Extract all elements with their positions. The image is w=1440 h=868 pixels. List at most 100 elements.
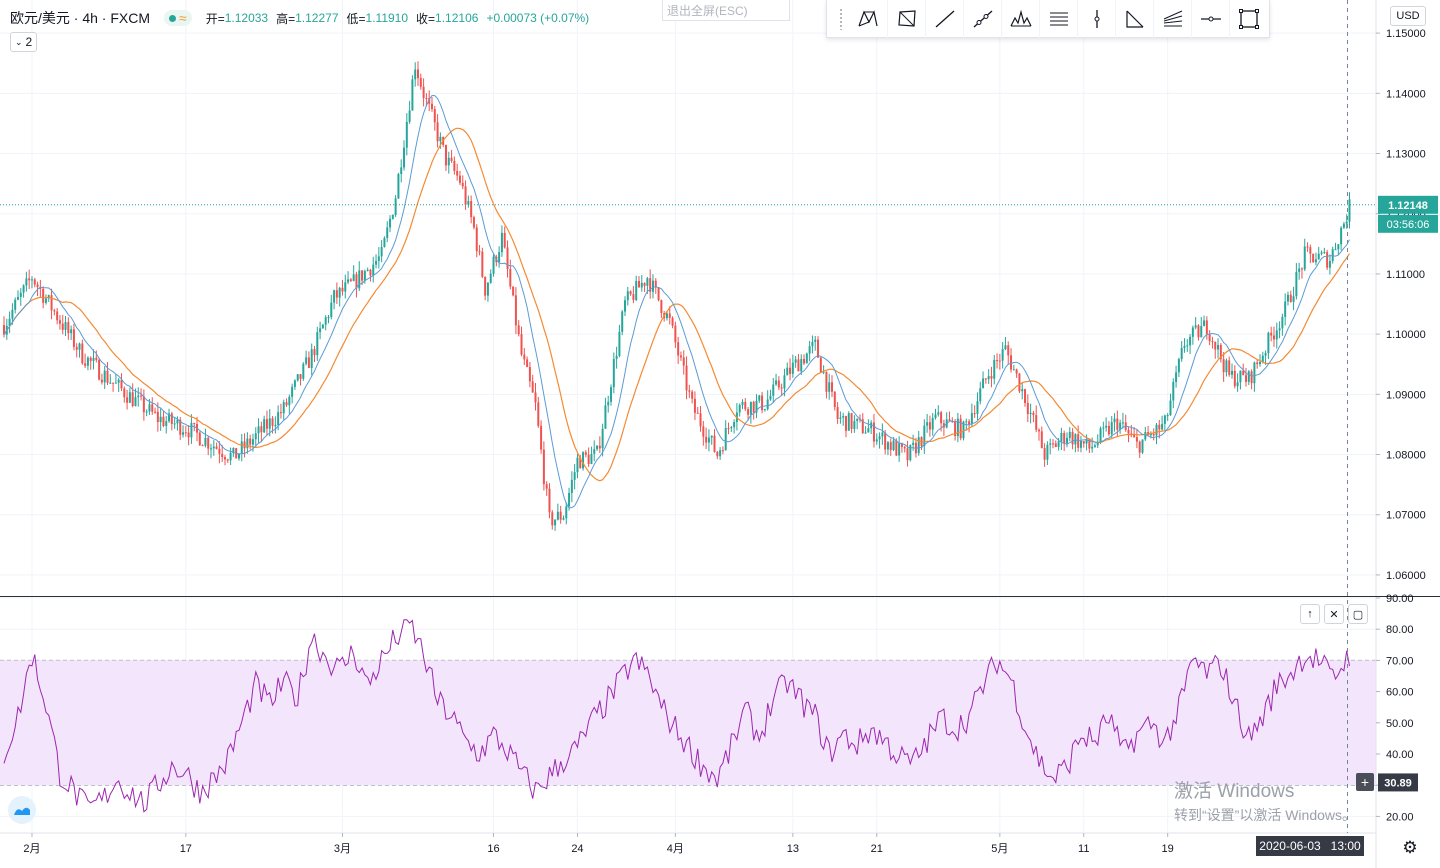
close-icon[interactable]: ✕ [1324,604,1344,624]
maximize-icon[interactable]: ▢ [1348,604,1368,624]
candle-body [584,452,587,455]
candle-body [148,404,151,412]
candle-body [1158,424,1161,430]
candle-body [682,357,685,366]
time-tick-label: 2月 [23,843,40,855]
add-alert-plus-button[interactable]: + [1356,773,1374,791]
candle-body [207,437,210,449]
candle-body [556,511,559,520]
candle-body [509,268,512,287]
candle-body [1231,370,1234,375]
gear-icon[interactable]: ⚙ [1402,838,1418,857]
candle-body [282,402,285,414]
candle-body [405,121,408,148]
candle-body [1026,403,1029,414]
candle-body [526,359,529,367]
candle-body [492,256,495,274]
open-value: 1.12033 [224,11,269,25]
candle-body [271,418,274,426]
candle-body [400,167,403,175]
candle-body [1093,445,1096,447]
candle-body [1334,249,1337,251]
trend-line-icon[interactable] [925,0,963,38]
symbol-title[interactable]: 欧元/美元 · 4h · FXCM [10,10,151,26]
candle-body [940,412,943,424]
candle-body [64,322,67,330]
candle-body [430,103,433,110]
candle-body [968,421,971,425]
candle-body [601,428,604,449]
candle-body [956,418,959,437]
candle-body [814,339,817,342]
candle-body [576,457,579,473]
candle-body [568,492,571,507]
crosshair-time: 13:00 [1330,839,1361,853]
vertical-line-icon[interactable] [1077,0,1115,38]
currency-button[interactable]: USD [1390,6,1426,26]
candle-body [321,324,324,329]
candle-body [120,379,123,389]
candle-body [954,421,957,437]
crosshair-date: 2020-06-03 [1259,839,1321,853]
candle-body [1135,437,1138,442]
elliott-wave-icon[interactable] [1115,0,1153,38]
candle-body [78,343,81,350]
head-shoulders-icon[interactable] [1001,0,1039,38]
candle-body [523,354,526,360]
indicators-collapse-button[interactable]: ⌄ 2 [10,32,38,52]
rectangle-pattern-icon[interactable] [887,0,925,38]
candle-body [246,438,249,449]
xabcd-pattern-icon[interactable] [849,0,887,38]
candle-body [456,170,459,176]
price-tick-label: 1.13000 [1386,149,1426,161]
candle-body [1247,371,1250,382]
candle-body [500,232,503,253]
high-value: 1.12277 [295,11,339,25]
candle-body [117,379,120,383]
rsi-tick-label: 80.00 [1386,624,1414,636]
tradingview-logo-icon[interactable] [8,796,36,824]
ma-fast-line [3,94,1350,509]
candle-body [923,425,926,446]
change-value: +0.00073 (+0.07%) [486,11,590,25]
market-status-badge[interactable]: ≈ [164,10,192,26]
candle-body [288,396,291,406]
candle-body [512,286,515,296]
candle-body [277,412,280,426]
candle-body [168,413,171,422]
candle-body [895,440,898,456]
drawing-toolbar [826,0,1270,38]
candle-body [1203,320,1206,326]
candle-body [959,418,962,439]
candle-body [1035,415,1038,430]
candle-body [1074,434,1077,445]
candle-body [1286,294,1289,302]
candle-body [937,412,940,415]
candle-body [710,435,713,438]
candle-body [1211,341,1214,343]
candle-body [769,395,772,400]
candle-body [425,98,428,100]
candle-body [1110,422,1113,435]
horizontal-line-icon[interactable] [1191,0,1229,38]
candle-body [170,413,173,424]
candle-body [965,421,968,423]
candle-body [819,357,822,373]
candle-body [1057,441,1060,447]
candle-body [1233,370,1236,387]
pitchfork-icon[interactable] [1153,0,1191,38]
candle-body [542,449,545,485]
crosshair-date-label: 2020-06-03 13:00 [1256,836,1364,856]
fib-retracement-icon[interactable] [1039,0,1077,38]
ray-icon[interactable] [963,0,1001,38]
candle-body [1024,389,1027,404]
candle-body [11,309,14,319]
candle-body [808,346,811,354]
candle-body [699,413,702,427]
candle-body [791,362,794,374]
move-pane-up-icon[interactable]: ↑ [1300,604,1320,624]
rectangle-icon[interactable] [1229,0,1267,38]
exit-fullscreen-button[interactable]: 退出全屏(ESC) [662,0,790,21]
drag-handle-icon[interactable] [839,7,843,30]
